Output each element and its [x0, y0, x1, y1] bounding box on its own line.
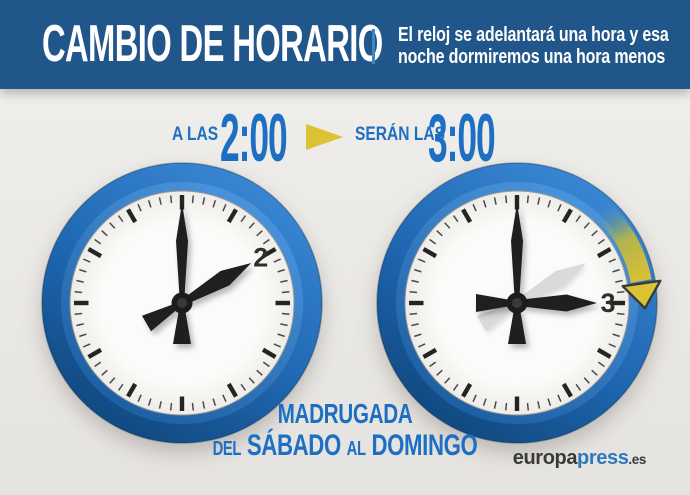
- tick-marks: [409, 195, 625, 411]
- clock-numeral: 2: [253, 243, 268, 273]
- brand-logo: europapress.es: [512, 447, 647, 470]
- clock-after: 3: [367, 153, 667, 453]
- brand-part-press: press: [577, 447, 629, 469]
- header-bar: CAMBIO DE HORARIO El reloj se adelantará…: [0, 0, 690, 89]
- footer-line2: DEL SÁBADO AL DOMINGO: [90, 429, 601, 466]
- hour-hand: [141, 263, 252, 332]
- header-divider: [372, 29, 375, 64]
- footer-word-saturday: SÁBADO: [246, 429, 341, 462]
- clock-before-svg: 2: [41, 162, 323, 444]
- header-subtitle-line2: noche dormiremos una hora menos: [398, 45, 666, 68]
- tick-marks: [74, 195, 290, 411]
- from-time-value: 2:00: [220, 100, 288, 176]
- footer-line1: MADRUGADA: [277, 398, 413, 429]
- to-time-label: SERÁN LAS: [355, 124, 446, 145]
- advance-arrow-icon: [587, 195, 662, 310]
- footer-word-del: DEL: [212, 438, 242, 460]
- hour-hand: [476, 294, 597, 312]
- clock-numeral: 3: [600, 288, 615, 318]
- clock-after-svg: 3: [376, 162, 662, 444]
- header-subtitle-line1: El reloj se adelantará una hora y esa: [398, 24, 669, 46]
- right-triangle-arrow-icon: [306, 124, 343, 150]
- brand-part-tld: .es: [628, 452, 646, 467]
- footer-word-sunday: DOMINGO: [371, 429, 478, 462]
- minute-hand: [173, 203, 191, 344]
- to-time-value: 3:00: [428, 100, 496, 176]
- from-time-label: A LAS: [172, 124, 219, 145]
- clock-before: 2: [32, 153, 332, 453]
- ghost-hour-hand: [476, 263, 587, 332]
- brand-part-europa: europa: [512, 447, 578, 469]
- minute-hand: [508, 203, 526, 344]
- header-subtitle: El reloj se adelantará una hora y esa no…: [398, 24, 669, 68]
- page-title: CAMBIO DE HORARIO: [42, 15, 383, 73]
- footer-word-al: AL: [346, 438, 366, 460]
